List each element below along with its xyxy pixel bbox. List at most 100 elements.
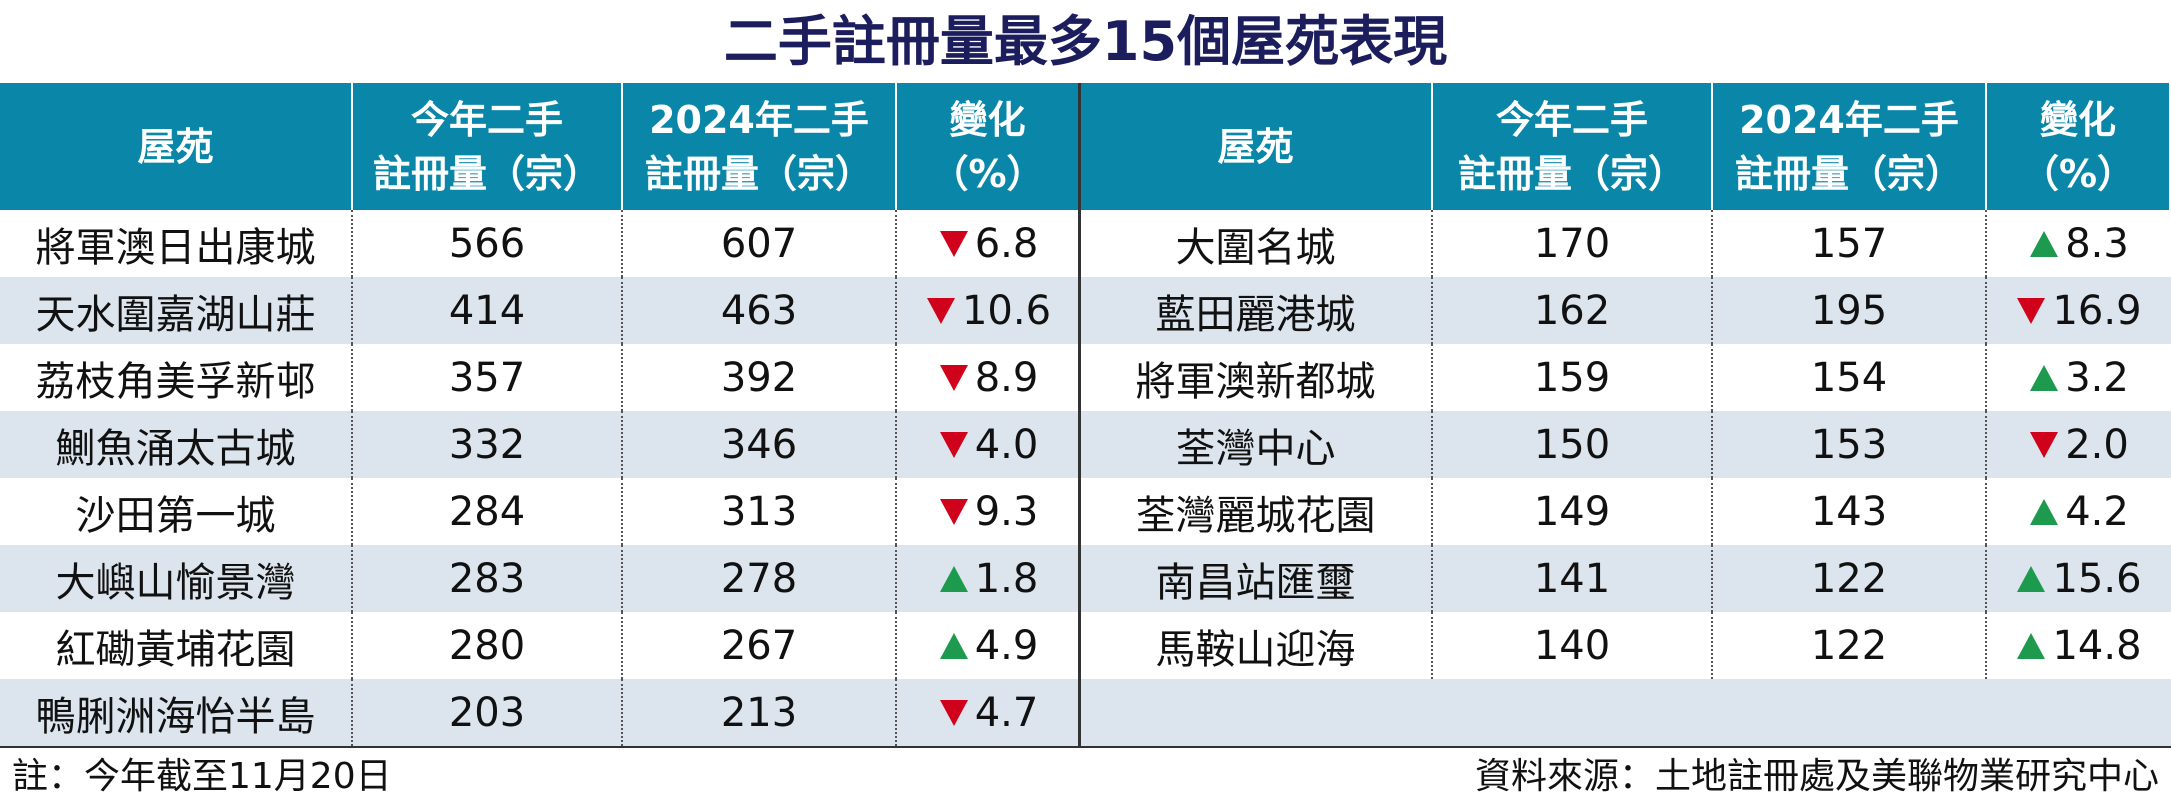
change-value: 9.3 xyxy=(974,488,1039,535)
column-header: 今年二手 註冊量（宗） xyxy=(353,83,623,210)
cell: 414 xyxy=(353,277,623,344)
change-cell: 10.6 xyxy=(897,277,1080,344)
change-value: 8.3 xyxy=(2065,220,2129,267)
row-band xyxy=(0,411,2171,478)
change-value: 15.6 xyxy=(2052,555,2142,602)
trend-arrow xyxy=(2017,565,2046,592)
cell: 346 xyxy=(623,411,897,478)
cell: 159 xyxy=(1433,344,1713,411)
change-cell: 4.0 xyxy=(897,411,1080,478)
divider xyxy=(1078,83,1081,746)
cell: 鰂魚涌太古城 xyxy=(0,411,353,478)
cell: 463 xyxy=(623,277,897,344)
change-cell: 8.3 xyxy=(1987,210,2171,277)
change-value: 4.9 xyxy=(974,622,1039,669)
change-cell: 16.9 xyxy=(1987,277,2171,344)
cell: 荃灣麗城花園 xyxy=(1080,478,1433,545)
row-band xyxy=(0,679,2171,746)
cell: 南昌站匯璽 xyxy=(1080,545,1433,612)
change-value: 3.2 xyxy=(2065,354,2129,401)
cell: 將軍澳新都城 xyxy=(1080,344,1433,411)
cell: 154 xyxy=(1713,344,1987,411)
trend-arrow xyxy=(939,565,968,592)
cell: 馬鞍山迎海 xyxy=(1080,612,1433,679)
trend-arrow xyxy=(2030,498,2059,525)
row-band xyxy=(0,478,2171,545)
cell: 280 xyxy=(353,612,623,679)
row-band xyxy=(0,344,2171,411)
change-cell: 4.7 xyxy=(897,679,1080,746)
change-cell: 14.8 xyxy=(1987,612,2171,679)
change-value: 16.9 xyxy=(2052,287,2142,334)
trend-arrow xyxy=(926,297,955,324)
cell: 392 xyxy=(623,344,897,411)
change-value: 10.6 xyxy=(961,287,1052,334)
table-bottom-border xyxy=(0,746,2171,748)
column-header: 今年二手 註冊量（宗） xyxy=(1433,83,1713,210)
cell: 357 xyxy=(353,344,623,411)
trend-arrow xyxy=(2030,431,2059,458)
change-cell: 9.3 xyxy=(897,478,1080,545)
trend-arrow xyxy=(939,632,968,659)
cell: 313 xyxy=(623,478,897,545)
trend-arrow xyxy=(939,431,968,458)
cell: 141 xyxy=(1433,545,1713,612)
cell: 284 xyxy=(353,478,623,545)
cell: 天水圍嘉湖山莊 xyxy=(0,277,353,344)
cell: 140 xyxy=(1433,612,1713,679)
cell: 紅磡黃埔花園 xyxy=(0,612,353,679)
change-value: 4.0 xyxy=(974,421,1039,468)
cell: 143 xyxy=(1713,478,1987,545)
column-header: 2024年二手 註冊量（宗） xyxy=(623,83,897,210)
change-cell: 4.9 xyxy=(897,612,1080,679)
change-cell: 4.2 xyxy=(1987,478,2171,545)
row-band xyxy=(0,545,2171,612)
trend-arrow xyxy=(2030,230,2059,257)
cell: 607 xyxy=(623,210,897,277)
change-cell: 8.9 xyxy=(897,344,1080,411)
cell: 大圍名城 xyxy=(1080,210,1433,277)
cell: 153 xyxy=(1713,411,1987,478)
title: 二手註冊量最多15個屋苑表現 xyxy=(723,10,1448,73)
row-band xyxy=(0,612,2171,679)
cell: 267 xyxy=(623,612,897,679)
trend-arrow xyxy=(2017,297,2046,324)
trend-arrow xyxy=(2017,632,2046,659)
cell: 203 xyxy=(353,679,623,746)
cell: 213 xyxy=(623,679,897,746)
cell: 278 xyxy=(623,545,897,612)
change-cell: 1.8 xyxy=(897,545,1080,612)
cell: 195 xyxy=(1713,277,1987,344)
column-header: 變化 （%） xyxy=(1987,83,2171,210)
cell: 大嶼山愉景灣 xyxy=(0,545,353,612)
cell: 荔枝角美孚新邨 xyxy=(0,344,353,411)
change-value: 1.8 xyxy=(974,555,1039,602)
cell: 藍田麗港城 xyxy=(1080,277,1433,344)
change-value: 14.8 xyxy=(2052,622,2142,669)
change-cell: 2.0 xyxy=(1987,411,2171,478)
cell: 162 xyxy=(1433,277,1713,344)
column-header: 2024年二手 註冊量（宗） xyxy=(1713,83,1987,210)
trend-arrow xyxy=(939,230,968,257)
cell: 149 xyxy=(1433,478,1713,545)
change-cell: 3.2 xyxy=(1987,344,2171,411)
cell: 鴨脷洲海怡半島 xyxy=(0,679,353,746)
trend-arrow xyxy=(939,364,968,391)
change-value: 2.0 xyxy=(2065,421,2129,468)
cell: 332 xyxy=(353,411,623,478)
cell: 283 xyxy=(353,545,623,612)
change-value: 6.8 xyxy=(974,220,1039,267)
change-cell: 6.8 xyxy=(897,210,1080,277)
column-header: 變化 （%） xyxy=(897,83,1080,210)
trend-arrow xyxy=(2030,364,2059,391)
column-header: 屋苑 xyxy=(1080,83,1433,210)
change-value: 4.2 xyxy=(2065,488,2129,535)
row-band xyxy=(0,210,2171,277)
trend-arrow xyxy=(939,498,968,525)
cell: 157 xyxy=(1713,210,1987,277)
column-header: 屋苑 xyxy=(0,83,353,210)
trend-arrow xyxy=(939,699,968,726)
row-band xyxy=(0,277,2171,344)
change-value: 8.9 xyxy=(974,354,1039,401)
